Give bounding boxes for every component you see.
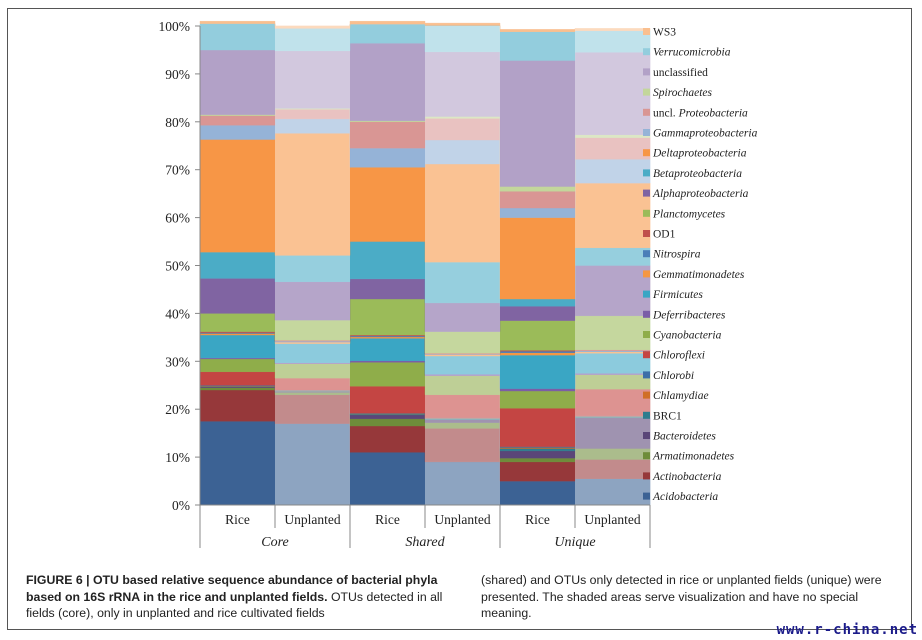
caption-column-2: (shared) and OTUs only detected in rice …: [481, 573, 882, 620]
x-group-label: Core: [261, 535, 288, 550]
legend-swatch: [643, 250, 650, 258]
caption-text-1: OTUs detected in all fields (core), only…: [26, 589, 443, 621]
legend-swatch: [643, 290, 650, 298]
y-tick-label: 50%: [165, 259, 190, 274]
legend-swatch: [643, 28, 650, 35]
x-group-label: Unique: [554, 535, 595, 550]
legend-label: Chlamydiae: [653, 390, 709, 402]
legend-label: Armatimonadetes: [652, 451, 735, 463]
legend-label: Cyanobacteria: [653, 330, 722, 342]
x-category-label: Unplanted: [434, 512, 490, 527]
shaded-overlay: [275, 26, 650, 505]
x-category-label: Rice: [375, 512, 400, 527]
legend-label: Actinobacteria: [652, 471, 722, 483]
y-tick-label: 40%: [165, 306, 190, 321]
legend-swatch: [643, 209, 650, 217]
x-category-label: Unplanted: [284, 512, 340, 527]
legend-swatch: [643, 129, 650, 136]
legend-swatch: [643, 492, 650, 500]
legend-swatch: [643, 68, 650, 76]
y-tick-label: 100%: [159, 19, 191, 34]
shade-column-1: [275, 26, 350, 505]
legend-label: Spirochaetes: [653, 87, 713, 99]
y-tick-label: 80%: [165, 115, 190, 130]
watermark: www.r-china.net: [776, 622, 918, 638]
y-tick-label: 90%: [165, 67, 190, 82]
x-category-label: Unplanted: [584, 512, 640, 527]
legend-swatch: [643, 472, 650, 480]
legend-swatch: [643, 270, 650, 278]
legend-swatch: [643, 452, 650, 460]
legend-label: uncl. Proteobacteria: [653, 107, 748, 119]
legend-label: Firmicutes: [652, 289, 703, 301]
legend-label: unclassified: [653, 67, 708, 79]
x-group-label: Shared: [405, 535, 445, 550]
legend-label: Alphaproteobacteria: [652, 188, 749, 200]
legend-swatch: [643, 351, 650, 359]
legend-swatch: [643, 310, 650, 318]
legend-swatch: [643, 149, 650, 157]
legend-label: BRC1: [653, 410, 682, 422]
legend-swatch: [643, 88, 650, 96]
legend-label: WS3: [653, 27, 676, 39]
legend-swatch: [643, 432, 650, 439]
legend-swatch: [643, 371, 650, 379]
legend-label: Nitrospira: [652, 249, 701, 261]
legend-swatch: [643, 48, 650, 56]
x-category-label: Rice: [225, 512, 250, 527]
shade-column-3: [425, 26, 500, 505]
legend-label: Gammaproteobacteria: [653, 128, 758, 140]
y-tick-label: 0%: [172, 498, 190, 513]
legend-label: Bacteroidetes: [653, 431, 716, 443]
legend-label: OD1: [653, 229, 676, 241]
legend-swatch: [643, 230, 650, 237]
legend-label: Betaproteobacteria: [653, 168, 742, 180]
y-tick-label: 30%: [165, 354, 190, 369]
shade-column-5: [575, 26, 650, 505]
legend-swatch: [643, 169, 650, 177]
legend-label: Acidobacteria: [652, 491, 718, 503]
y-tick-label: 20%: [165, 402, 190, 417]
legend-swatch: [643, 391, 650, 399]
figure-frame: [7, 8, 912, 630]
caption-column-1: FIGURE 6 | OTU based relative sequence a…: [26, 572, 446, 622]
caption-title: FIGURE 6 | OTU based relative sequence a…: [26, 573, 438, 604]
legend-swatch: [643, 108, 650, 116]
y-tick-label: 60%: [165, 211, 190, 226]
legend-label: Chlorobi: [653, 370, 694, 382]
x-category-label: Rice: [525, 512, 550, 527]
legend-label: Planctomycetes: [652, 208, 726, 220]
legend-swatch: [643, 411, 650, 419]
legend-label: Deferribacteres: [652, 309, 726, 321]
legend-swatch: [643, 331, 650, 338]
y-tick-label: 70%: [165, 163, 190, 178]
legend-label: Chloroflexi: [653, 350, 705, 362]
series-areas: [199, 21, 651, 506]
legend-swatch: [643, 189, 650, 197]
y-tick-label: 10%: [165, 450, 190, 465]
legend-label: Gemmatimonadetes: [653, 269, 745, 281]
legend: WS3 Verrucomicrobia unclassified Spirochaet…: [643, 27, 758, 503]
legend-label: Deltaproteobacteria: [652, 148, 747, 160]
legend-label: Verrucomicrobia: [653, 47, 731, 59]
